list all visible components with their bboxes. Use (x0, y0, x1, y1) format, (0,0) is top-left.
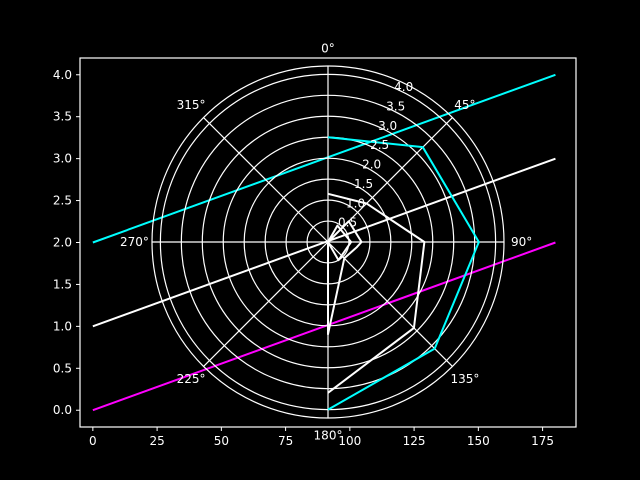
cartesian-ticks: 0 25 50 75 100 125 150 175 0.0 0.5 1.0 1.5 2.0 2.5 3.0… (53, 68, 554, 448)
polar-angle-label-3: 135° (450, 372, 479, 386)
polar-spoke-3 (327, 241, 453, 367)
x-tick-label-2: 50 (214, 434, 229, 448)
polar-grid (151, 65, 505, 419)
polar-radial-label-1: 1.0 (346, 196, 365, 210)
x-tick-label-0: 0 (89, 434, 97, 448)
x-tick-label-1: 25 (149, 434, 164, 448)
polar-radial-label-4: 2.5 (370, 138, 389, 152)
polar-radial-label-5: 3.0 (378, 119, 397, 133)
y-tick-label-2: 1.0 (53, 319, 72, 333)
polar-angle-label-6: 270° (120, 235, 149, 249)
y-tick-label-5: 2.5 (53, 194, 72, 208)
polar-angle-label-5: 225° (177, 372, 206, 386)
polar-angle-label-1: 45° (454, 98, 475, 112)
y-tick-label-0: 0.0 (53, 403, 72, 417)
cartesian-series-line-2 (92, 241, 556, 412)
y-tick-label-4: 2.0 (53, 236, 72, 250)
x-tick-label-6: 150 (467, 434, 490, 448)
polar-radial-label-2: 1.5 (354, 177, 373, 191)
polar-radial-label-6: 3.5 (386, 99, 405, 113)
y-tick-label-8: 4.0 (53, 68, 72, 82)
y-tick-label-7: 3.5 (53, 110, 72, 124)
y-tick-label-6: 3.0 (53, 152, 72, 166)
polar-spoke-5 (203, 241, 329, 367)
polar-angle-label-7: 315° (177, 98, 206, 112)
y-tick-label-1: 0.5 (53, 361, 72, 375)
polar-series (327, 136, 480, 411)
polar-angle-label-4: 180° (314, 429, 343, 443)
x-tick-label-5: 125 (403, 434, 426, 448)
polar-angle-label-2: 90° (511, 235, 532, 249)
polar-series-line-3 (327, 224, 353, 262)
x-tick-label-3: 75 (278, 434, 293, 448)
polar-labels: 0° 45° 90° 135° 180° 225° 270° 315° 0.5 1.0 1.5 2.0… (120, 41, 532, 442)
polar-series-line-0 (327, 136, 480, 411)
y-tick-label-3: 1.5 (53, 277, 72, 291)
polar-series-line-1 (327, 192, 426, 394)
polar-spoke-7 (203, 117, 329, 243)
polar-radial-label-0: 0.5 (338, 216, 357, 230)
polar-series-line-2 (327, 220, 363, 336)
x-tick-label-4: 100 (338, 434, 361, 448)
x-tick-label-7: 175 (531, 434, 554, 448)
polar-angle-label-0: 0° (321, 41, 335, 55)
polar-radial-label-7: 4.0 (394, 80, 413, 94)
polar-radial-label-3: 2.0 (362, 158, 381, 172)
